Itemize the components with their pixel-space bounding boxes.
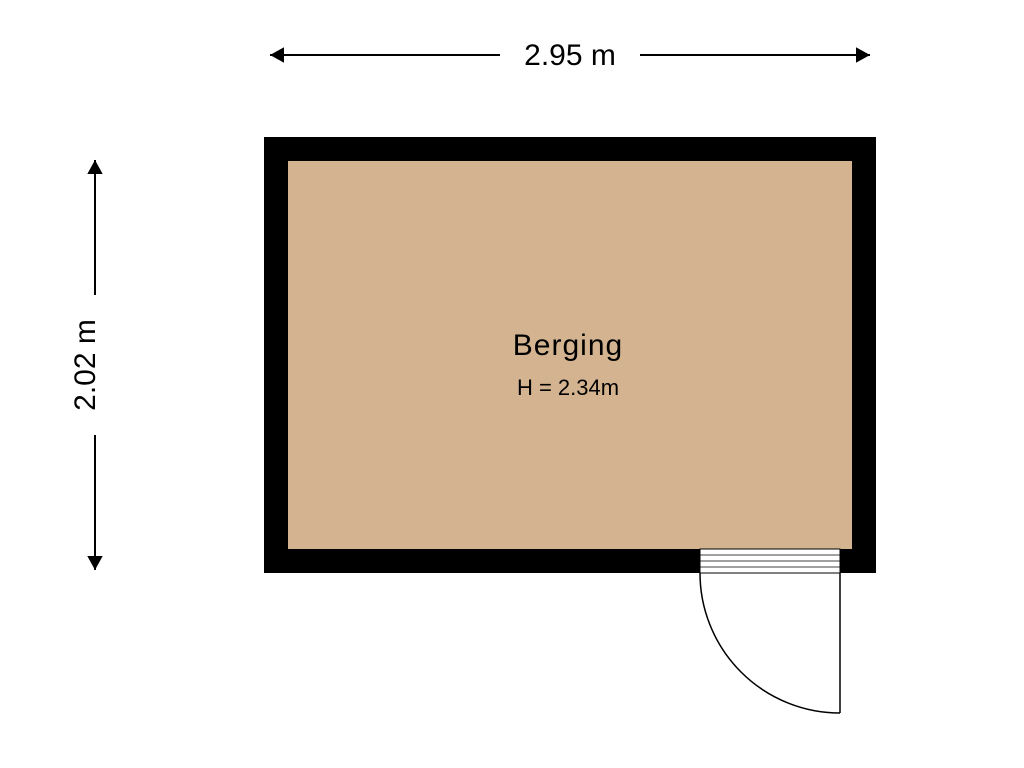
room-height-label: H = 2.34m [517,375,619,400]
dim-v-label: 2.02 m [69,319,102,411]
floorplan-svg: Berging H = 2.34m 2.95 m 2.02 m [0,0,1024,768]
room-name-label: Berging [513,329,623,362]
dim-h-label: 2.95 m [524,39,616,72]
